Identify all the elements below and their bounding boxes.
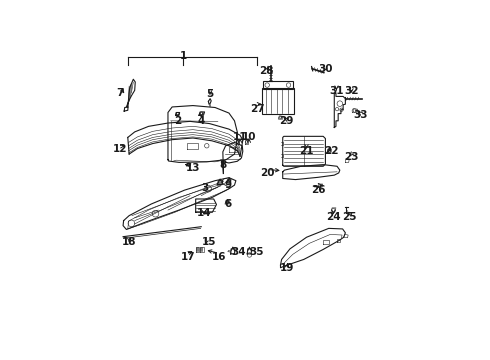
Text: 16: 16 [212,252,226,262]
Text: 28: 28 [259,66,273,76]
Text: 12: 12 [113,144,127,154]
Text: 24: 24 [326,212,341,222]
Text: 30: 30 [318,64,333,74]
Text: 8: 8 [219,160,226,170]
Text: 6: 6 [224,199,231,209]
Text: 9: 9 [224,180,231,190]
Text: 25: 25 [342,212,357,222]
Text: 31: 31 [329,86,344,96]
Text: 18: 18 [122,237,136,247]
Text: 5: 5 [206,90,214,99]
Text: 13: 13 [186,163,200,174]
Text: 15: 15 [202,237,216,247]
Text: 3: 3 [201,184,208,193]
Text: 34: 34 [232,247,246,257]
Text: 22: 22 [324,146,339,156]
Text: 26: 26 [312,185,326,195]
Text: 2: 2 [174,116,181,126]
Text: 1: 1 [180,51,187,61]
Text: 19: 19 [280,263,294,273]
Text: 4: 4 [197,116,205,126]
Text: 23: 23 [344,152,359,162]
Text: 29: 29 [279,116,293,126]
Text: 7: 7 [117,88,124,98]
Text: 21: 21 [299,146,314,156]
Text: 17: 17 [181,252,196,262]
Text: 27: 27 [250,104,265,114]
Text: 20: 20 [261,168,275,179]
Text: 32: 32 [344,86,359,96]
Text: 35: 35 [249,247,263,257]
Text: 11: 11 [233,132,247,143]
Text: 14: 14 [196,208,211,218]
Text: 33: 33 [353,110,368,120]
Text: 10: 10 [242,132,256,143]
